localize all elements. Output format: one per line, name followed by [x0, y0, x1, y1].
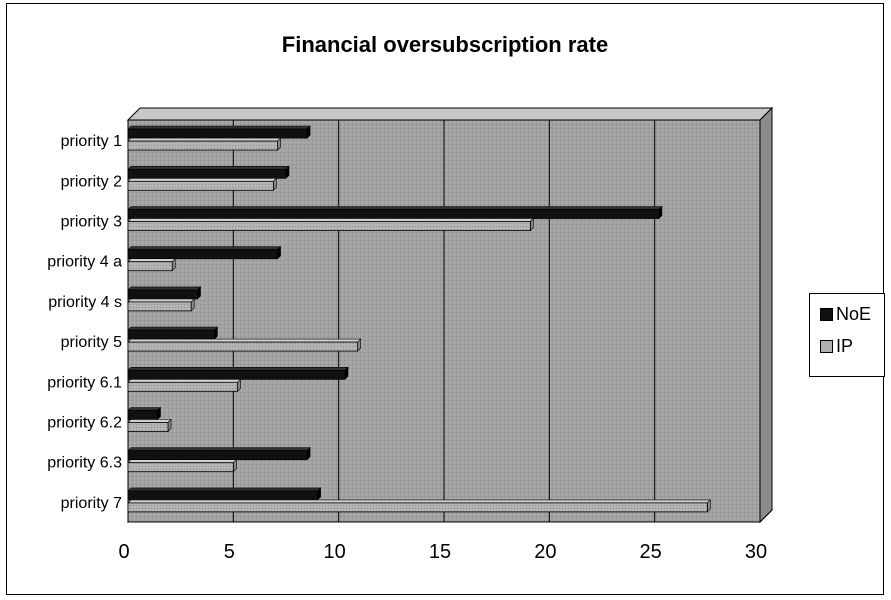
- x-tick-label: 30: [745, 541, 767, 563]
- bar-ip: [127, 462, 234, 473]
- x-tick-label: 5: [224, 541, 235, 563]
- bar-ip-top: [127, 218, 535, 222]
- bar-ip-top: [127, 298, 195, 303]
- y-tick-label: priority 4 a: [47, 254, 122, 271]
- bar-noe-top: [127, 326, 219, 331]
- bar-noe: [127, 410, 158, 420]
- bar-noe-top: [127, 366, 349, 371]
- x-tick-label: 10: [324, 541, 346, 563]
- y-tick-label: priority 6.3: [47, 455, 122, 472]
- legend-item-noe: NoE: [820, 304, 871, 325]
- y-tick-label: priority 5: [61, 334, 122, 351]
- bar-ip-top: [127, 178, 278, 182]
- bar-ip: [127, 422, 169, 432]
- bar-ip: [127, 341, 359, 352]
- bar-ip-top: [127, 378, 242, 383]
- bar-noe: [127, 490, 319, 501]
- legend-swatch-ip: [820, 340, 833, 353]
- x-tick-label: 20: [534, 541, 556, 563]
- bar-ip: [127, 261, 173, 272]
- y-tick-label: priority 4 s: [48, 294, 122, 311]
- chart-title: Financial oversubscription rate: [281, 32, 609, 57]
- legend-label-ip: IP: [836, 336, 854, 356]
- bar-noe-top: [127, 206, 663, 210]
- bar-noe: [127, 249, 278, 260]
- plot-side-face: [759, 106, 773, 524]
- bar-noe-top: [127, 246, 282, 250]
- bar-noe: [127, 450, 308, 461]
- x-tick-label: 25: [640, 541, 662, 563]
- bar-ip-top: [127, 137, 282, 142]
- bar-ip: [127, 180, 274, 191]
- bar-ip-top: [127, 499, 712, 504]
- bar-noe: [127, 289, 198, 300]
- bar-ip-top: [127, 459, 238, 464]
- legend-item-ip: IP: [820, 336, 853, 357]
- bar-noe-top: [127, 286, 202, 291]
- bar-ip-top: [127, 258, 176, 263]
- y-tick-label: priority 3: [61, 214, 122, 231]
- y-tick-label: priority 7: [61, 495, 122, 512]
- bar-noe-top: [127, 407, 162, 411]
- bar-noe-top: [127, 166, 290, 170]
- x-tick-label: 15: [429, 541, 451, 563]
- legend-label-noe: NoE: [836, 304, 872, 324]
- bar-noe-top: [127, 447, 311, 452]
- y-tick-label: priority 6.2: [47, 415, 122, 432]
- bar-noe: [127, 369, 346, 380]
- bar-ip-top: [127, 338, 362, 343]
- y-tick-label: priority 6.1: [47, 374, 122, 391]
- y-tick-label: priority 1: [61, 133, 122, 150]
- bar-ip: [127, 301, 192, 312]
- bar-ip: [127, 381, 238, 392]
- y-tick-label: priority 2: [61, 173, 122, 190]
- bar-ip: [127, 502, 708, 513]
- legend: NoE IP: [809, 293, 885, 377]
- bar-noe: [127, 209, 660, 219]
- bar-ip: [127, 221, 531, 231]
- x-tick-label: 0: [118, 541, 129, 563]
- bar-noe: [127, 168, 287, 179]
- bar-ip-top: [127, 419, 172, 423]
- bar-ip: [127, 140, 278, 151]
- legend-swatch-noe: [820, 308, 833, 321]
- bar-noe: [127, 128, 308, 139]
- plot-top-face: [126, 107, 774, 121]
- bar-noe-top: [127, 487, 322, 492]
- bar-noe: [127, 329, 215, 340]
- bar-noe-top: [127, 125, 311, 130]
